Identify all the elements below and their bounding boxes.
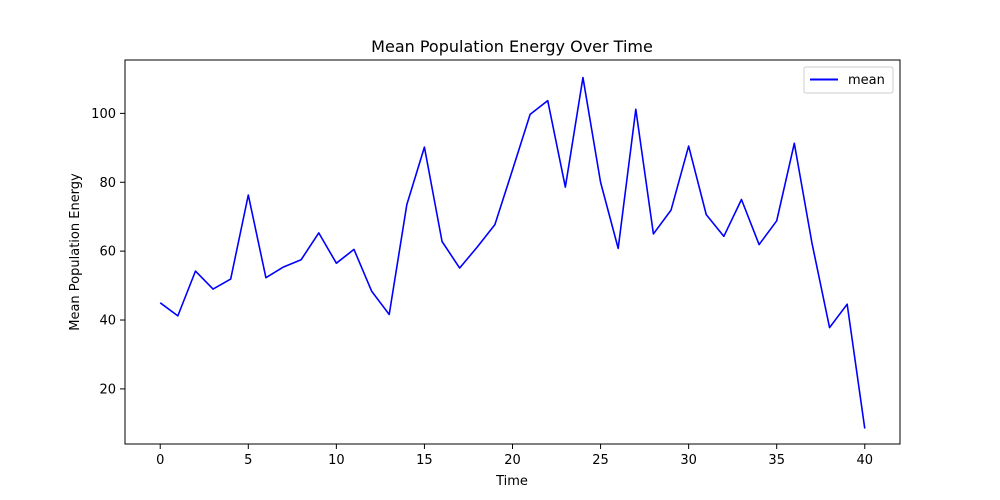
y-axis-label: Mean Population Energy [68, 173, 83, 331]
y-tick-label: 60 [99, 245, 116, 260]
series-layer [159, 76, 866, 429]
y-axis: 20 40 60 80 100 [91, 107, 125, 397]
plot-area-frame [124, 59, 901, 445]
x-tick-label: 35 [768, 453, 785, 468]
series-line-mean [159, 76, 866, 429]
x-tick-label: 40 [856, 453, 873, 468]
chart-title: Mean Population Energy Over Time [371, 37, 653, 56]
x-tick-label: 5 [244, 453, 252, 468]
legend: mean [803, 66, 894, 94]
x-tick-label: 25 [592, 453, 609, 468]
y-tick-label: 20 [99, 382, 116, 397]
y-tick-label: 40 [99, 314, 116, 329]
legend-box [803, 66, 894, 94]
legend-label-mean: mean [848, 73, 885, 88]
x-tick-label: 20 [504, 453, 521, 468]
x-tick-label: 15 [416, 453, 433, 468]
x-tick-label: 30 [680, 453, 697, 468]
y-tick-label: 80 [99, 176, 116, 191]
x-tick-label: 0 [156, 453, 164, 468]
x-tick-label: 10 [328, 453, 345, 468]
x-axis-label: Time [495, 474, 528, 489]
y-tick-label: 100 [91, 107, 116, 122]
x-axis: 0 5 10 15 20 25 30 35 40 [156, 444, 873, 468]
